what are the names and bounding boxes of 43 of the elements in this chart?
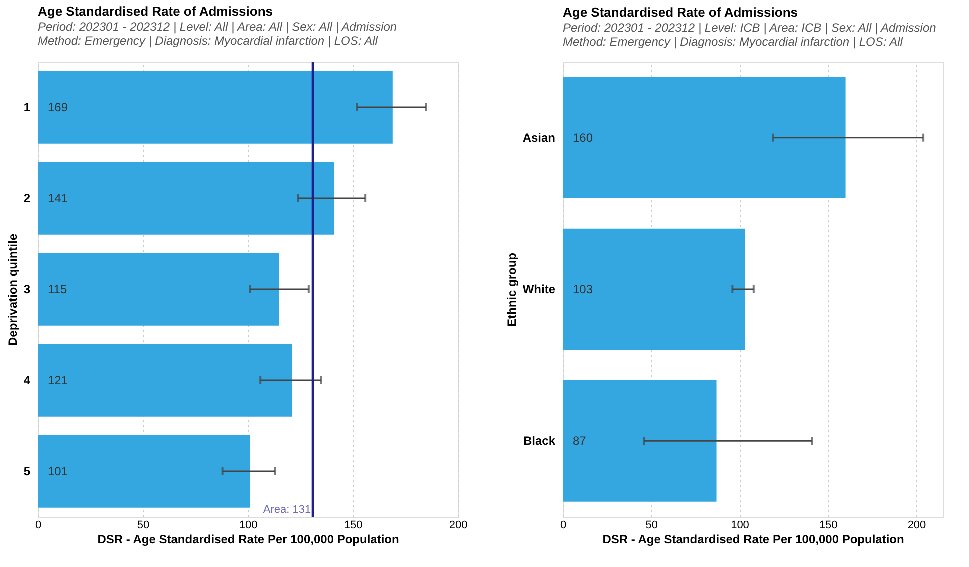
data-label: 169 <box>48 100 68 114</box>
bar <box>38 71 393 144</box>
data-label: 160 <box>573 130 594 145</box>
x-tick-label: 200 <box>908 520 926 532</box>
bar <box>563 77 846 198</box>
x-tick-label: 0 <box>35 520 42 532</box>
bar <box>38 435 250 508</box>
y-tick-label: 1 <box>24 100 31 114</box>
y-tick-label: 5 <box>24 464 31 478</box>
x-tick-label: 50 <box>137 520 150 532</box>
x-axis-title: DSR - Age Standardised Rate Per 100,000 Population <box>602 532 904 546</box>
x-tick-label: 0 <box>560 520 567 532</box>
data-label: 87 <box>573 434 587 448</box>
x-tick-label: 100 <box>731 520 750 532</box>
x-tick-label: 50 <box>646 520 658 532</box>
y-tick-label: Black <box>523 434 556 448</box>
ref-line-label: Area: 131 <box>263 504 312 516</box>
chart-title: Age Standardised Rate of Admissions <box>38 4 274 19</box>
x-tick-label: 200 <box>449 520 468 532</box>
x-tick-label: 150 <box>819 520 838 532</box>
chart-subtitle: Period: 202301 - 202312 | Level: All | Area: All | Sex: All | Admission Method: Emergency | Diagnosis: Myocardial infarction | LOS: All <box>38 20 398 48</box>
bar <box>38 162 334 235</box>
x-tick-label: 150 <box>344 520 363 532</box>
y-tick-label: 3 <box>24 282 31 296</box>
bar <box>563 380 717 502</box>
data-label: 103 <box>573 282 594 296</box>
bar <box>38 253 280 326</box>
y-axis-title: Deprivation quintile <box>6 234 20 346</box>
y-axis-title: Ethnic group <box>504 253 519 327</box>
x-tick-label: 100 <box>239 520 258 532</box>
y-tick-label: White <box>522 282 556 296</box>
bar <box>563 228 746 350</box>
data-label: 101 <box>48 464 68 478</box>
bar <box>38 344 292 417</box>
x-axis-title: DSR - Age Standardised Rate Per 100,000 Population <box>98 532 400 546</box>
data-label: 121 <box>48 374 68 388</box>
data-label: 115 <box>48 282 68 296</box>
y-tick-label: 4 <box>24 374 31 388</box>
data-label: 141 <box>48 192 68 206</box>
chart-subtitle: Period: 202301 - 202312 | Level: ICB | Area: ICB | Sex: All | Admission Method: Emergency | Diagnosis: Myocardial infarction | LOS: All <box>563 21 937 49</box>
y-tick-label: Asian <box>522 130 556 145</box>
y-tick-label: 2 <box>24 192 31 206</box>
chart-title: Age Standardised Rate of Admissions <box>563 5 798 20</box>
